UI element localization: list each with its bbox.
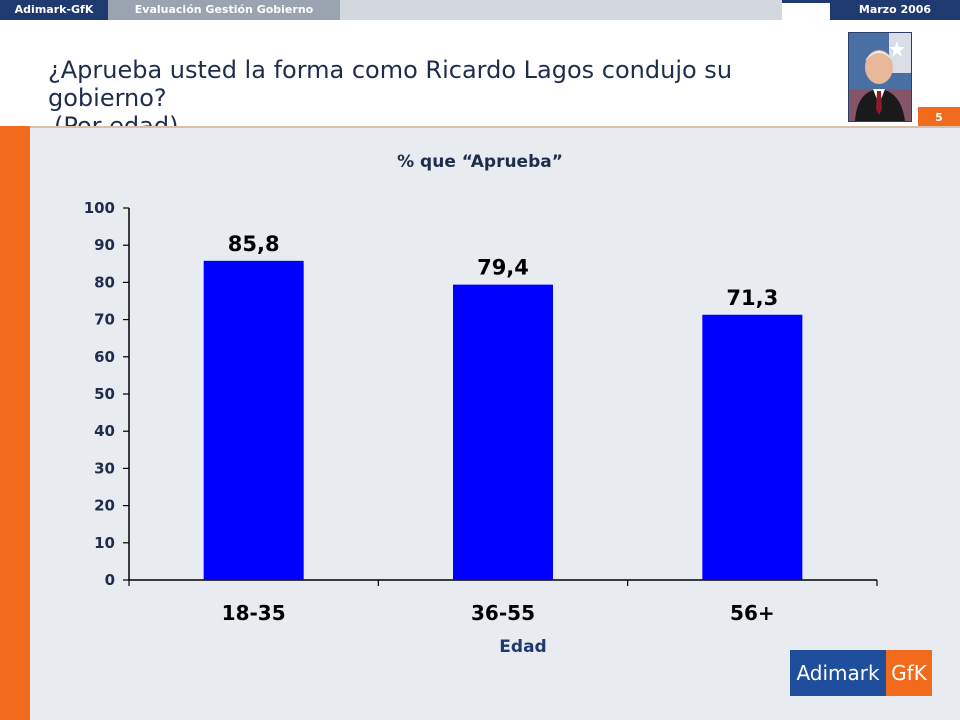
header-filler xyxy=(340,0,782,20)
header-date: Marzo 2006 xyxy=(830,0,960,20)
y-tick-label: 60 xyxy=(94,348,115,366)
x-tick-label-56+: 56+ xyxy=(730,601,775,625)
title-line-1: ¿Aprueba usted la forma como Ricardo Lag… xyxy=(48,56,733,112)
adimark-gfk-logo: Adimark GfK xyxy=(790,650,932,696)
y-tick-label: 20 xyxy=(94,497,115,515)
y-tick-label: 40 xyxy=(94,422,115,440)
y-tick-label: 30 xyxy=(94,459,115,477)
y-tick-label: 50 xyxy=(94,385,115,403)
title-separator xyxy=(30,126,960,128)
data-label-18-35: 85,8 xyxy=(228,232,280,256)
header-section: Evaluación Gestión Gobierno xyxy=(108,0,340,20)
slide-title: ¿Aprueba usted la forma como Ricardo Lag… xyxy=(48,56,848,140)
y-tick-label: 70 xyxy=(94,311,115,329)
bar-36-55 xyxy=(453,284,553,580)
x-tick-label-36-55: 36-55 xyxy=(471,601,535,625)
data-label-36-55: 79,4 xyxy=(477,256,529,280)
y-tick-label: 10 xyxy=(94,534,115,552)
header-accent xyxy=(782,0,830,3)
bar-18-35 xyxy=(203,260,304,580)
y-tick-label: 90 xyxy=(94,236,115,254)
x-tick-label-18-35: 18-35 xyxy=(222,601,286,625)
page-number-badge: 5 xyxy=(918,107,960,127)
y-tick-label: 0 xyxy=(105,571,115,589)
left-accent-bar xyxy=(0,126,30,720)
logo-left-text: Adimark xyxy=(796,661,880,685)
top-bar: Adimark-GfK Evaluación Gestión Gobierno … xyxy=(0,0,960,22)
logo-right-text: GfK xyxy=(886,650,932,696)
x-axis-label: Edad xyxy=(499,637,546,657)
header-brand: Adimark-GfK xyxy=(0,0,108,20)
y-tick-label: 100 xyxy=(84,199,115,217)
chart-title: % que “Aprueba” xyxy=(397,152,563,172)
y-tick-label: 80 xyxy=(94,273,115,291)
portrait-image xyxy=(849,33,911,121)
data-label-56+: 71,3 xyxy=(726,286,778,310)
bar-56+ xyxy=(702,314,803,580)
portrait-photo xyxy=(848,32,912,122)
